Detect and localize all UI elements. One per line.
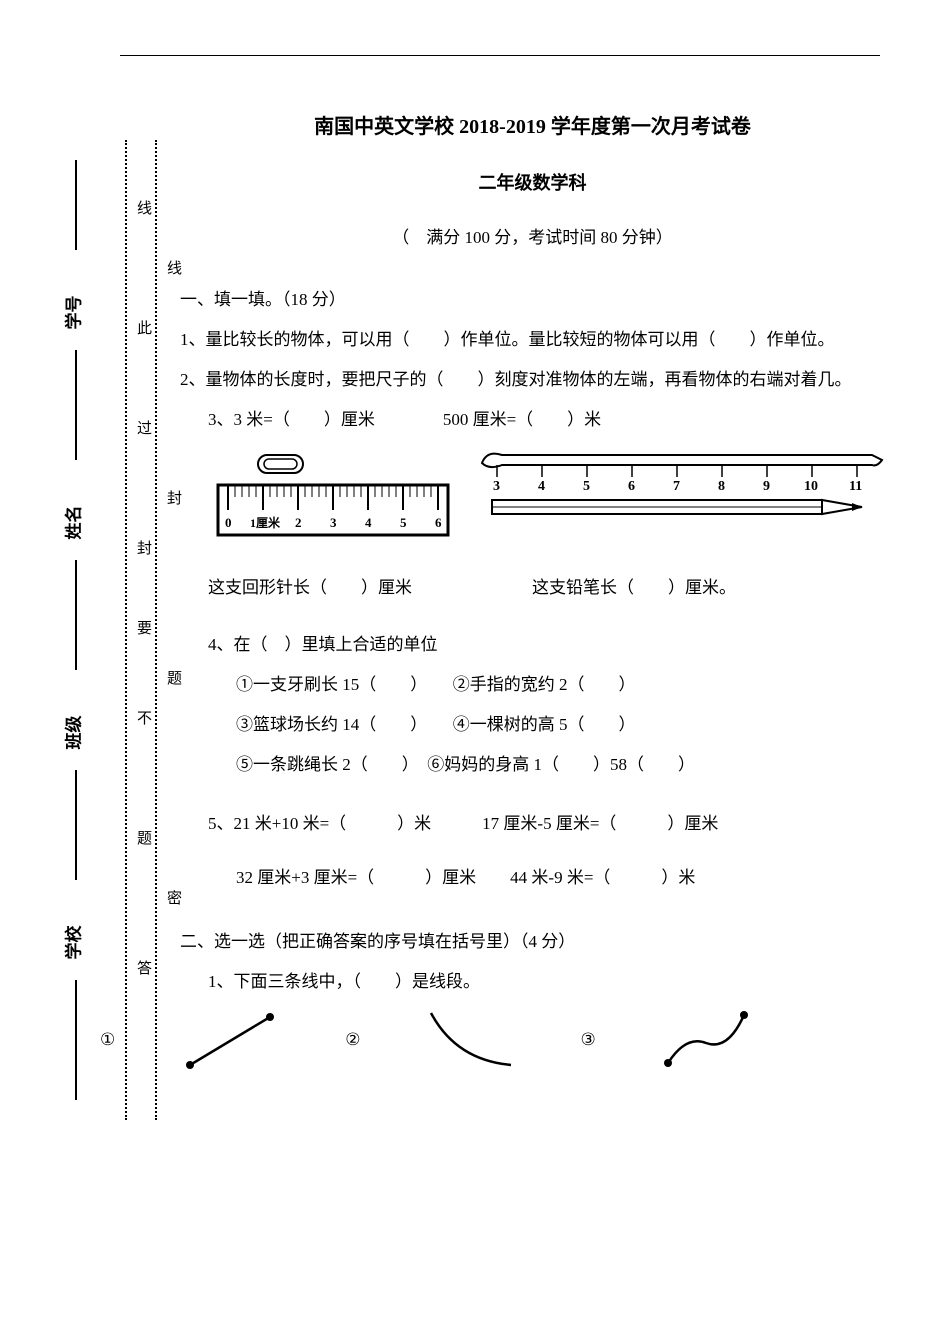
choice-row: ① ② ③ [100,1005,885,1075]
q3: 3、3 米=（ ）厘米 500 厘米=（ ）米 [180,403,885,437]
svg-text:6: 6 [628,479,635,494]
pencil-caption: 这支铅笔长（ ）厘米。 [532,573,736,598]
figure-row: 0 1厘米 2 3 4 5 6 3 4 5 6 7 8 9 10 [208,445,885,555]
q4: 4、在（ ）里填上合适的单位 [180,628,885,662]
section2-heading: 二、选一选（把正确答案的序号填在括号里）（4 分） [180,925,885,959]
exam-title: 南国中英文学校 2018-2019 学年度第一次月考试卷 [180,110,885,139]
svg-text:5: 5 [400,515,407,530]
svg-text:5: 5 [583,479,590,494]
section1-heading: 一、填一填。（18 分） [180,283,885,317]
choice-3-label: ③ [581,1030,596,1050]
figure-captions: 这支回形针长（ ）厘米 这支铅笔长（ ）厘米。 [208,573,885,598]
paperclip-ruler-figure: 0 1厘米 2 3 4 5 6 [208,445,457,555]
exam-subject: 二年级数学科 [180,169,885,195]
svg-text:4: 4 [538,479,545,494]
choice-2-label: ② [345,1030,360,1050]
pencil-ruler-figure: 3 4 5 6 7 8 9 10 11 [477,445,885,535]
svg-text:3: 3 [493,479,500,494]
svg-text:3: 3 [330,515,337,530]
q5a: 5、21 米+10 米=（ ）米 17 厘米-5 厘米=（ ）厘米 [180,807,885,841]
q4b: ③篮球场长约 14（ ） ④一棵树的高 5（ ） [180,708,885,742]
svg-text:4: 4 [365,515,372,530]
choice-2-figure [421,1005,521,1075]
svg-text:2: 2 [295,515,302,530]
svg-text:6: 6 [435,515,442,530]
section2: 二、选一选（把正确答案的序号填在括号里）（4 分） 1、下面三条线中，（ ）是线… [180,925,885,1075]
svg-text:10: 10 [804,479,818,494]
svg-text:0: 0 [225,515,232,530]
q5b: 32 厘米+3 厘米=（ ）厘米 44 米-9 米=（ ）米 [180,861,885,895]
clip-caption: 这支回形针长（ ）厘米 [208,573,412,598]
svg-text:7: 7 [673,479,680,494]
page-body: 南国中英文学校 2018-2019 学年度第一次月考试卷 二年级数学科 （ 满分… [0,50,945,1105]
svg-text:1厘米: 1厘米 [250,515,281,530]
choice-1-figure [175,1005,285,1075]
svg-text:9: 9 [763,479,770,494]
exam-meta: （ 满分 100 分，考试时间 80 分钟） [180,223,885,248]
choice-3-figure [656,1005,756,1075]
q1: 1、量比较长的物体，可以用（ ）作单位。量比较短的物体可以用（ ）作单位。 [180,323,885,357]
q4a: ①一支牙刷长 15（ ） ②手指的宽约 2（ ） [180,668,885,702]
q2: 2、量物体的长度时，要把尺子的（ ）刻度对准物体的左端，再看物体的右端对着几。 [180,363,885,397]
s2q1: 1、下面三条线中，（ ）是线段。 [180,965,885,999]
choice-1-label: ① [100,1030,115,1050]
q4c: ⑤一条跳绳长 2（ ） ⑥妈妈的身高 1（ ）58（ ） [180,748,885,782]
svg-text:8: 8 [718,479,725,494]
svg-text:11: 11 [849,479,862,494]
